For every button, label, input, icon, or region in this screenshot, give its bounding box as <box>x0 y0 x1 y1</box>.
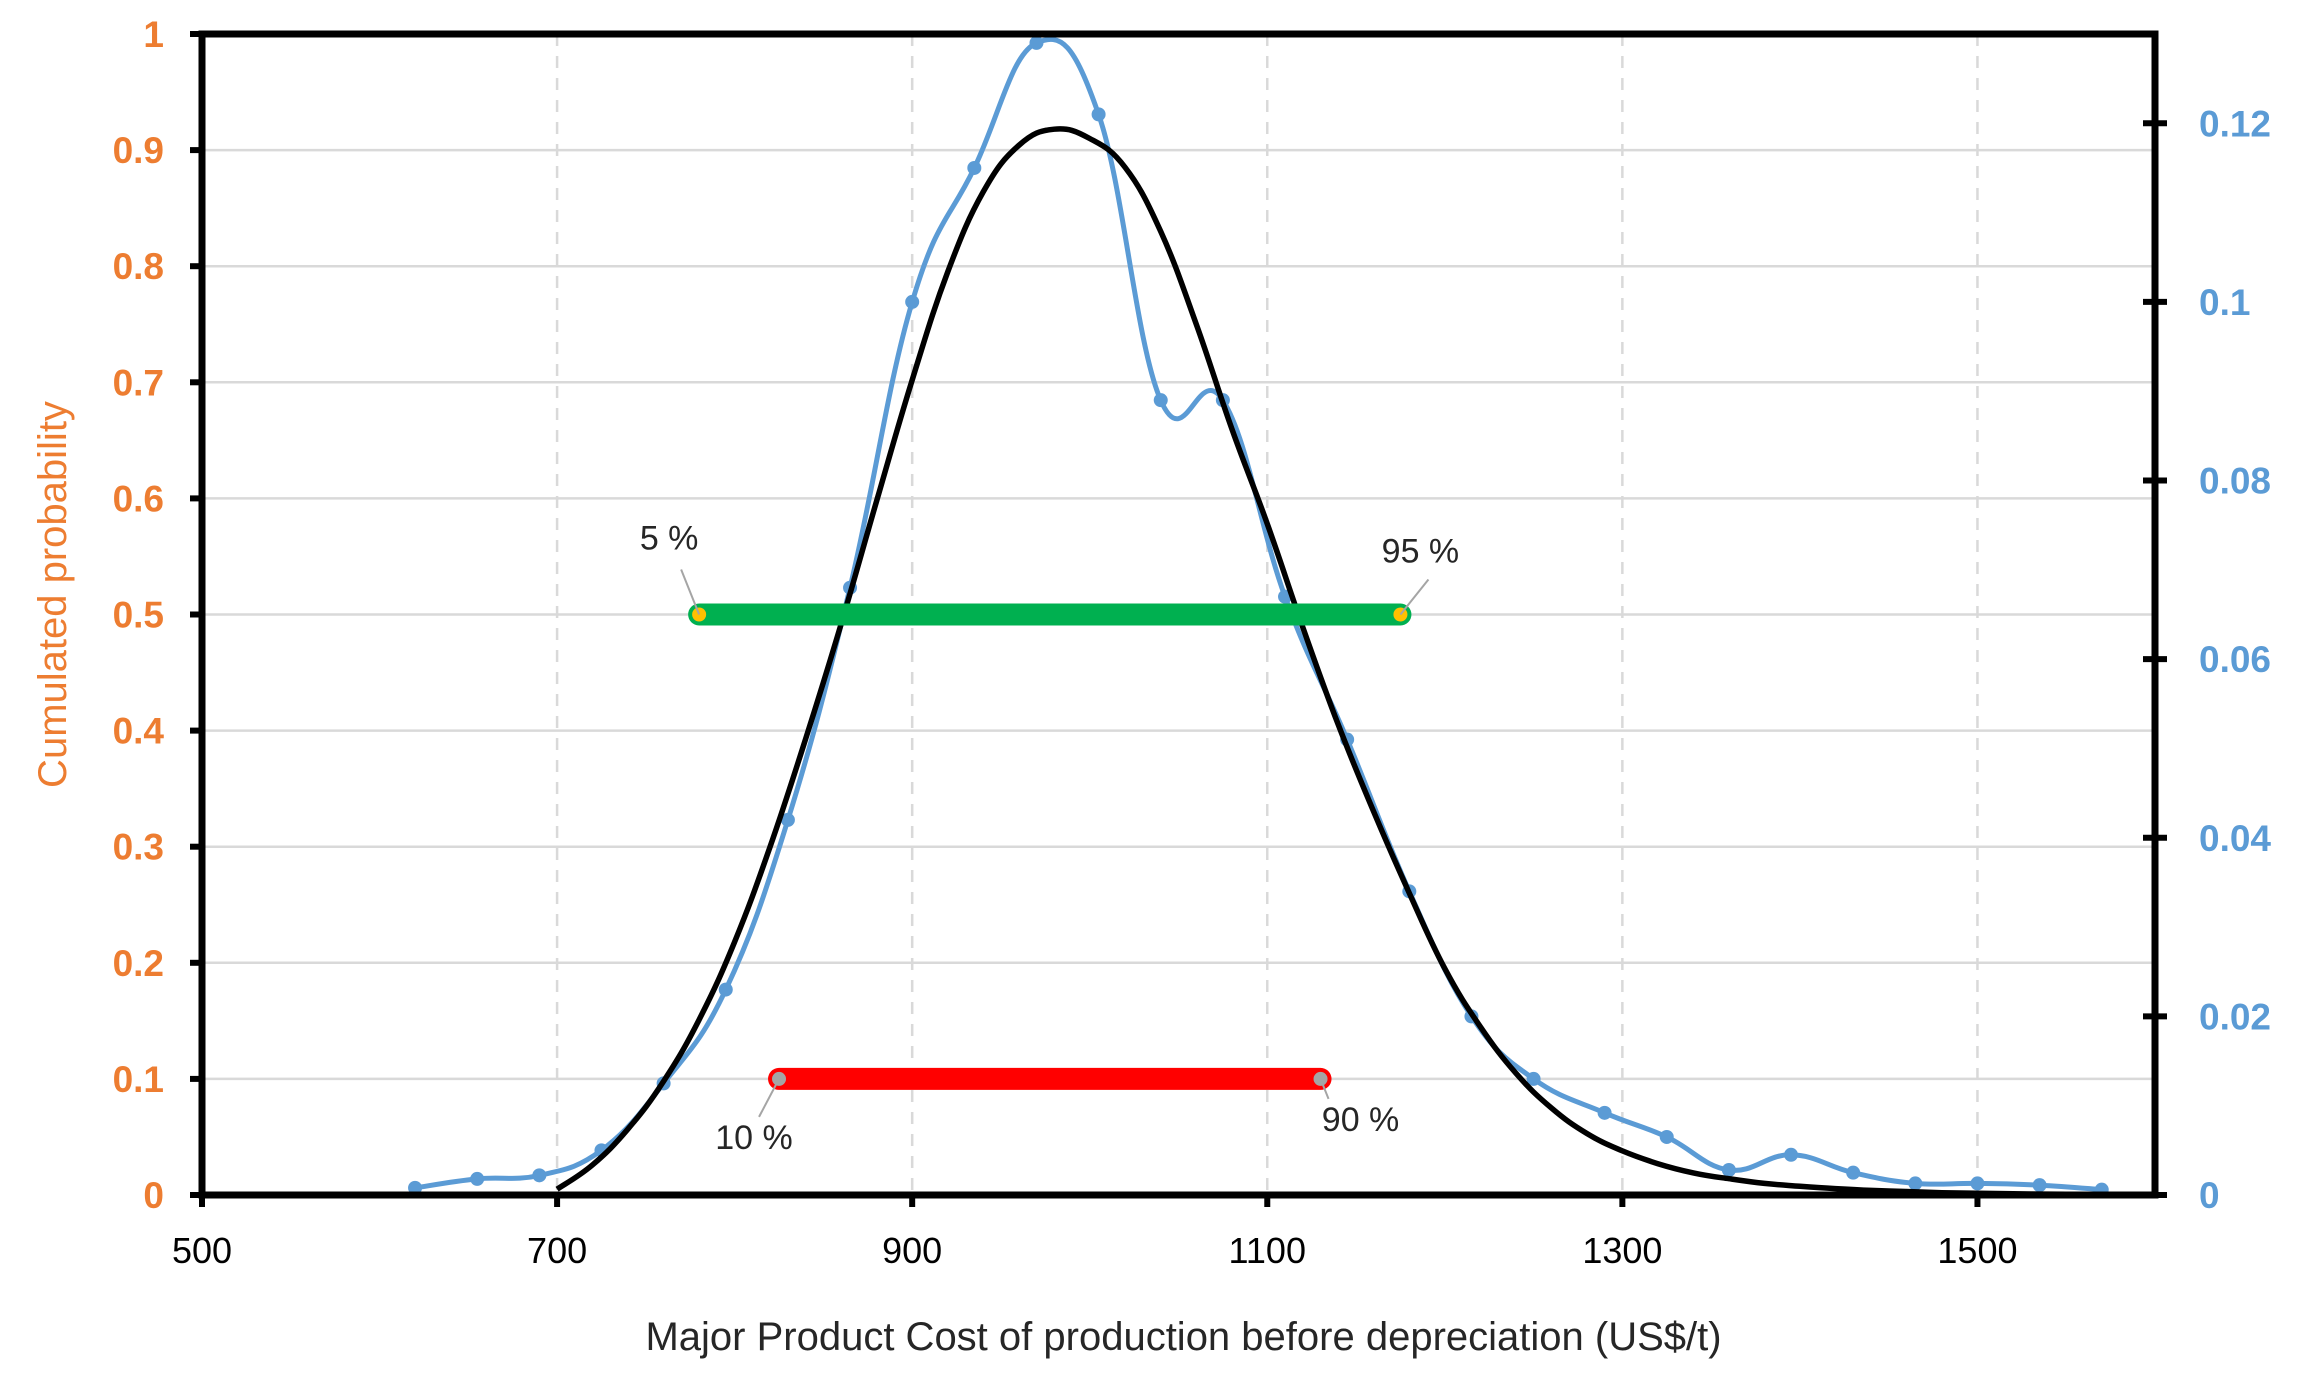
leader-line <box>1399 578 1430 616</box>
data-point <box>1526 1071 1541 1086</box>
leader-line <box>1319 1078 1330 1100</box>
data-point <box>408 1180 423 1195</box>
right-tick-label: 0.1 <box>2199 282 2250 323</box>
data-point <box>718 982 733 997</box>
interval-end-label: 95 % <box>1382 533 1460 571</box>
left-tick-label: 0.7 <box>113 362 164 403</box>
fitted-distribution-line <box>555 126 2156 1198</box>
left-tick-label: 0.5 <box>113 595 164 636</box>
interval-start-label: 10 % <box>715 1119 793 1157</box>
leader-line <box>680 569 701 615</box>
data-point <box>1597 1105 1612 1120</box>
right-tick-label: 0.04 <box>2199 818 2271 859</box>
empirical-frequency-line <box>414 36 2102 1193</box>
x-tick-label: 900 <box>882 1230 942 1271</box>
interval-bars: 5 % 95 % 10 % 90 % <box>640 520 1459 1157</box>
left-tick-label: 1 <box>143 14 164 55</box>
interval-end-label: 90 % <box>1322 1101 1400 1139</box>
data-point <box>905 294 920 309</box>
data-point <box>967 160 982 175</box>
data-point <box>780 812 795 827</box>
data-point <box>1153 393 1168 408</box>
data-point <box>1846 1165 1861 1180</box>
x-tick-label: 500 <box>172 1230 232 1271</box>
x-tick-label: 1300 <box>1582 1230 1662 1271</box>
axis-ticks: 0 0.1 0.2 0.3 0.4 0.5 0.6 0.7 0.8 0.9 1 0 0.02 0.04 0.… <box>113 14 2272 1271</box>
data-point <box>1721 1162 1736 1177</box>
right-tick-label: 0.08 <box>2199 461 2271 502</box>
data-point <box>1659 1129 1674 1144</box>
left-tick-label: 0.3 <box>113 827 164 868</box>
data-point <box>1784 1147 1799 1162</box>
leader-line <box>758 1078 780 1118</box>
data-point <box>1908 1176 1923 1191</box>
x-axis-title: Major Product Cost of production before … <box>645 1315 1721 1359</box>
interval-start-label: 5 % <box>640 520 699 558</box>
data-point <box>1029 35 1044 50</box>
data-point <box>2032 1178 2047 1193</box>
left-tick-label: 0.8 <box>113 246 164 287</box>
y-left-axis-title: Cumulated probability <box>31 401 75 788</box>
left-tick-label: 0 <box>143 1175 164 1216</box>
right-tick-label: 0.02 <box>2199 996 2271 1037</box>
left-tick-label: 0.1 <box>113 1059 164 1100</box>
data-point <box>1970 1176 1985 1191</box>
data-point <box>532 1168 547 1183</box>
left-tick-label: 0.2 <box>113 943 164 984</box>
plot-area <box>408 35 2156 1198</box>
left-tick-label: 0.6 <box>113 478 164 519</box>
x-tick-label: 1100 <box>1229 1230 1306 1271</box>
left-tick-label: 0.4 <box>113 711 165 752</box>
x-tick-label: 700 <box>527 1230 587 1271</box>
right-tick-label: 0.12 <box>2199 103 2271 144</box>
data-point <box>470 1171 485 1186</box>
data-point <box>1091 107 1106 122</box>
right-tick-label: 0.06 <box>2199 639 2271 680</box>
left-tick-label: 0.9 <box>113 130 164 171</box>
right-tick-label: 0 <box>2199 1175 2220 1216</box>
x-tick-label: 1500 <box>1937 1230 2017 1271</box>
